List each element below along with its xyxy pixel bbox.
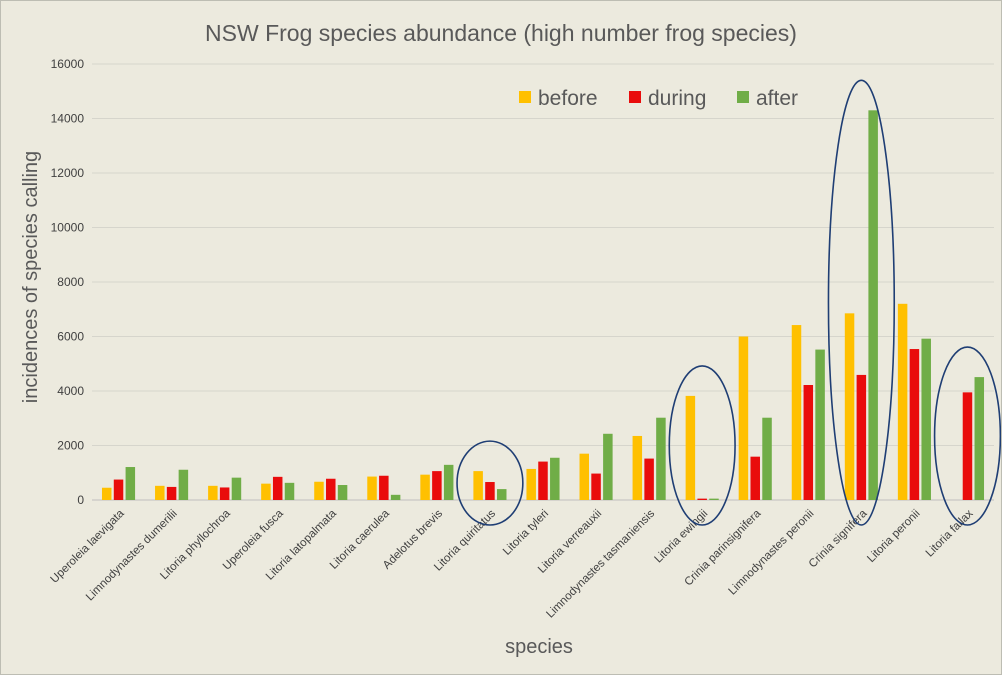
bar-during xyxy=(750,456,760,500)
bar-during xyxy=(591,473,601,500)
y-tick-label: 4000 xyxy=(57,384,84,398)
y-tick-label: 8000 xyxy=(57,275,84,289)
bar-after xyxy=(656,417,666,500)
highlight-ellipse xyxy=(933,346,1001,526)
chart-title: NSW Frog species abundance (high number … xyxy=(205,20,797,46)
x-tick-label: Litoria ewingii xyxy=(653,508,711,566)
bar-after xyxy=(868,110,878,500)
legend-label-after: after xyxy=(756,87,798,110)
legend-label-before: before xyxy=(538,87,598,110)
bar-during xyxy=(272,476,283,500)
highlight-ellipse xyxy=(668,365,736,526)
legend-swatch-before xyxy=(519,91,531,103)
bar-before xyxy=(791,325,802,500)
bar-during xyxy=(856,374,867,500)
bar-after xyxy=(178,469,189,500)
bar-before xyxy=(420,474,430,500)
bar-after xyxy=(974,377,985,500)
bar-before xyxy=(473,471,483,500)
bar-during xyxy=(644,458,654,500)
x-tick-label: Litoria peronii xyxy=(865,508,922,565)
bar-before xyxy=(367,476,377,500)
bar-before xyxy=(579,453,590,500)
bar-after xyxy=(231,477,242,500)
bar-after xyxy=(337,485,348,500)
bar-after xyxy=(125,467,136,500)
legend-label-during: during xyxy=(648,87,706,110)
y-tick-label: 16000 xyxy=(51,57,85,71)
highlight-ellipses xyxy=(456,79,1001,526)
bar-after xyxy=(921,338,931,500)
bar-during xyxy=(113,479,124,500)
highlight-ellipse xyxy=(827,79,896,526)
y-axis-title: incidences of species calling xyxy=(20,151,42,403)
bar-during xyxy=(485,482,495,500)
bar-during xyxy=(432,471,442,500)
bar-before xyxy=(738,336,749,500)
bar-before xyxy=(101,487,112,500)
bars xyxy=(101,110,985,500)
legend-swatch-after xyxy=(737,91,749,103)
bar-before xyxy=(632,435,643,500)
bar-after xyxy=(443,464,454,500)
bar-before xyxy=(314,481,324,500)
bar-after xyxy=(496,489,507,500)
x-axis-title: species xyxy=(505,636,573,658)
legend-swatch-during xyxy=(629,91,641,103)
bar-before xyxy=(897,303,908,500)
bar-during xyxy=(803,385,814,500)
highlight-ellipse xyxy=(456,440,524,526)
y-axis-ticks: 0 2000 4000 6000 8000 10000 12000 14000 16000 xyxy=(51,57,85,507)
gridlines xyxy=(92,63,994,446)
bar-after xyxy=(284,482,295,500)
bar-during xyxy=(219,487,230,500)
y-tick-label: 14000 xyxy=(51,112,85,126)
legend: before during after xyxy=(519,87,798,110)
bar-during xyxy=(697,498,707,500)
bar-after xyxy=(815,349,825,500)
bar-before xyxy=(208,485,218,500)
bar-during xyxy=(379,475,389,500)
bar-during xyxy=(326,478,336,500)
bar-after xyxy=(390,494,401,500)
bar-before xyxy=(685,395,696,500)
x-tick-label: Limnodynastes dumerilii xyxy=(84,508,180,604)
x-tick-label: Litoria tyleri xyxy=(501,508,551,558)
bar-before xyxy=(526,468,536,500)
bar-during xyxy=(909,349,920,500)
bar-during xyxy=(962,392,973,500)
bar-during xyxy=(538,461,548,500)
bar-before xyxy=(844,313,855,500)
y-tick-label: 2000 xyxy=(57,439,84,453)
x-tick-label: Litoria fallax xyxy=(924,507,976,559)
bar-after xyxy=(762,417,772,500)
y-tick-label: 0 xyxy=(77,493,84,507)
bar-during xyxy=(166,486,177,500)
bar-after xyxy=(603,433,613,500)
y-tick-label: 10000 xyxy=(51,221,85,235)
bar-before xyxy=(261,483,271,500)
bar-after xyxy=(709,498,719,500)
bar-after xyxy=(550,457,560,500)
y-tick-label: 12000 xyxy=(51,166,85,180)
y-tick-label: 6000 xyxy=(57,330,84,344)
bar-before xyxy=(155,485,165,500)
x-tick-label: Crinia signifera xyxy=(807,507,870,570)
x-tick-label: Limnodynastes tasmaniensis xyxy=(544,507,657,620)
